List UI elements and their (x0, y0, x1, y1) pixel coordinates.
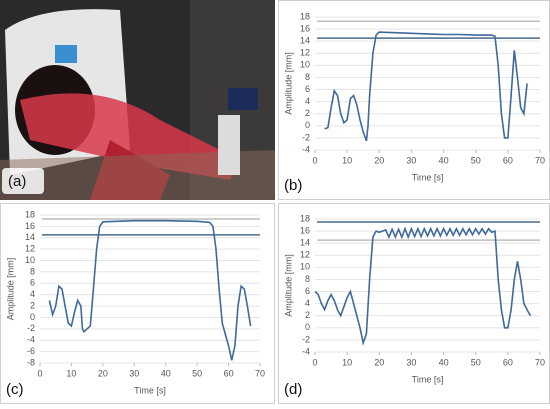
x-tick-label: 40 (439, 155, 449, 165)
x-tick-label: 30 (406, 357, 416, 367)
y-tick-label: 4 (30, 289, 35, 299)
x-axis-label: Time [s] (412, 374, 444, 384)
y-tick-label: 14 (300, 36, 310, 46)
y-tick-label: 6 (305, 286, 310, 296)
x-axis-label: Time [s] (134, 385, 166, 395)
y-tick-label: 0 (305, 120, 310, 130)
panel-label: (c) (6, 381, 24, 398)
scanner-display (55, 45, 77, 63)
x-tick-label: 20 (98, 368, 108, 378)
y-axis-label: Amplitude [mm] (5, 258, 15, 321)
y-tick-label: 16 (25, 221, 35, 231)
y-tick-label: 18 (300, 213, 310, 223)
x-tick-label: 60 (503, 155, 513, 165)
y-tick-label: 10 (300, 60, 310, 70)
y-tick-label: 12 (25, 244, 35, 254)
y-tick-label: -6 (27, 346, 35, 356)
y-tick-label: -4 (302, 144, 310, 154)
y-tick-label: 0 (30, 312, 35, 322)
panel-label: (b) (284, 177, 302, 194)
y-tick-label: -4 (27, 335, 35, 345)
y-tick-label: 10 (300, 262, 310, 272)
y-tick-label: 2 (305, 108, 310, 118)
y-tick-label: -2 (302, 132, 310, 142)
y-tick-label: 14 (25, 232, 35, 242)
panel-border (0, 203, 275, 404)
x-tick-label: 0 (37, 368, 42, 378)
x-tick-label: 10 (342, 155, 352, 165)
label-box (2, 168, 44, 194)
y-tick-label: -8 (27, 357, 35, 367)
x-tick-label: 10 (66, 368, 76, 378)
x-tick-label: 40 (161, 368, 171, 378)
y-tick-label: 2 (305, 310, 310, 320)
y-tick-label: 0 (305, 322, 310, 332)
y-tick-label: 8 (30, 266, 35, 276)
x-tick-label: 50 (471, 155, 481, 165)
chart-panel: -4 -2 0 2 4 6 8 10 12 14 16 18 0 10 20 30 40 50 60 70 Amplit… (278, 0, 550, 200)
x-tick-label: 40 (439, 357, 449, 367)
x-tick-label: 20 (374, 155, 384, 165)
y-tick-label: -2 (302, 334, 310, 344)
x-tick-label: 10 (342, 357, 352, 367)
y-tick-label: 8 (305, 72, 310, 82)
y-tick-label: 6 (305, 84, 310, 94)
x-tick-label: 20 (374, 357, 384, 367)
y-tick-label: -2 (27, 323, 35, 333)
data-line (314, 226, 532, 346)
x-tick-label: 70 (535, 357, 545, 367)
x-tick-label: 0 (312, 155, 317, 165)
x-tick-label: 70 (535, 155, 545, 165)
monitor (228, 88, 258, 110)
chart-panel: -4 -2 0 2 4 6 8 10 12 14 16 18 0 10 20 30 40 50 60 70 Amplit… (278, 203, 550, 404)
y-axis-label: Amplitude [mm] (283, 52, 293, 115)
x-tick-label: 60 (224, 368, 234, 378)
y-tick-label: 16 (300, 225, 310, 235)
y-tick-label: 8 (305, 274, 310, 284)
x-tick-label: 0 (312, 357, 317, 367)
panel-label: (d) (284, 381, 302, 398)
data-line (324, 31, 528, 142)
cabinet (218, 115, 240, 175)
photo: (a) (0, 0, 275, 200)
panel-label: (a) (8, 173, 26, 190)
y-tick-label: 4 (305, 298, 310, 308)
y-tick-label: 18 (25, 209, 35, 219)
x-tick-label: 30 (129, 368, 139, 378)
y-tick-label: 2 (30, 300, 35, 310)
x-tick-label: 30 (406, 155, 416, 165)
panel-border (278, 0, 550, 200)
x-tick-label: 50 (192, 368, 202, 378)
x-axis-label: Time [s] (412, 172, 444, 182)
y-tick-label: 14 (300, 238, 310, 248)
y-axis-label: Amplitude [mm] (283, 254, 293, 317)
y-tick-label: 4 (305, 96, 310, 106)
x-tick-label: 50 (471, 357, 481, 367)
y-tick-label: 6 (30, 278, 35, 288)
floor (0, 150, 275, 200)
y-tick-label: -4 (302, 346, 310, 356)
x-tick-label: 60 (503, 357, 513, 367)
y-tick-label: 12 (300, 48, 310, 58)
x-tick-label: 70 (255, 368, 265, 378)
y-tick-label: 10 (25, 255, 35, 265)
data-line (48, 219, 252, 361)
y-tick-label: 18 (300, 11, 310, 21)
y-tick-label: 16 (300, 23, 310, 33)
y-tick-label: 12 (300, 250, 310, 260)
